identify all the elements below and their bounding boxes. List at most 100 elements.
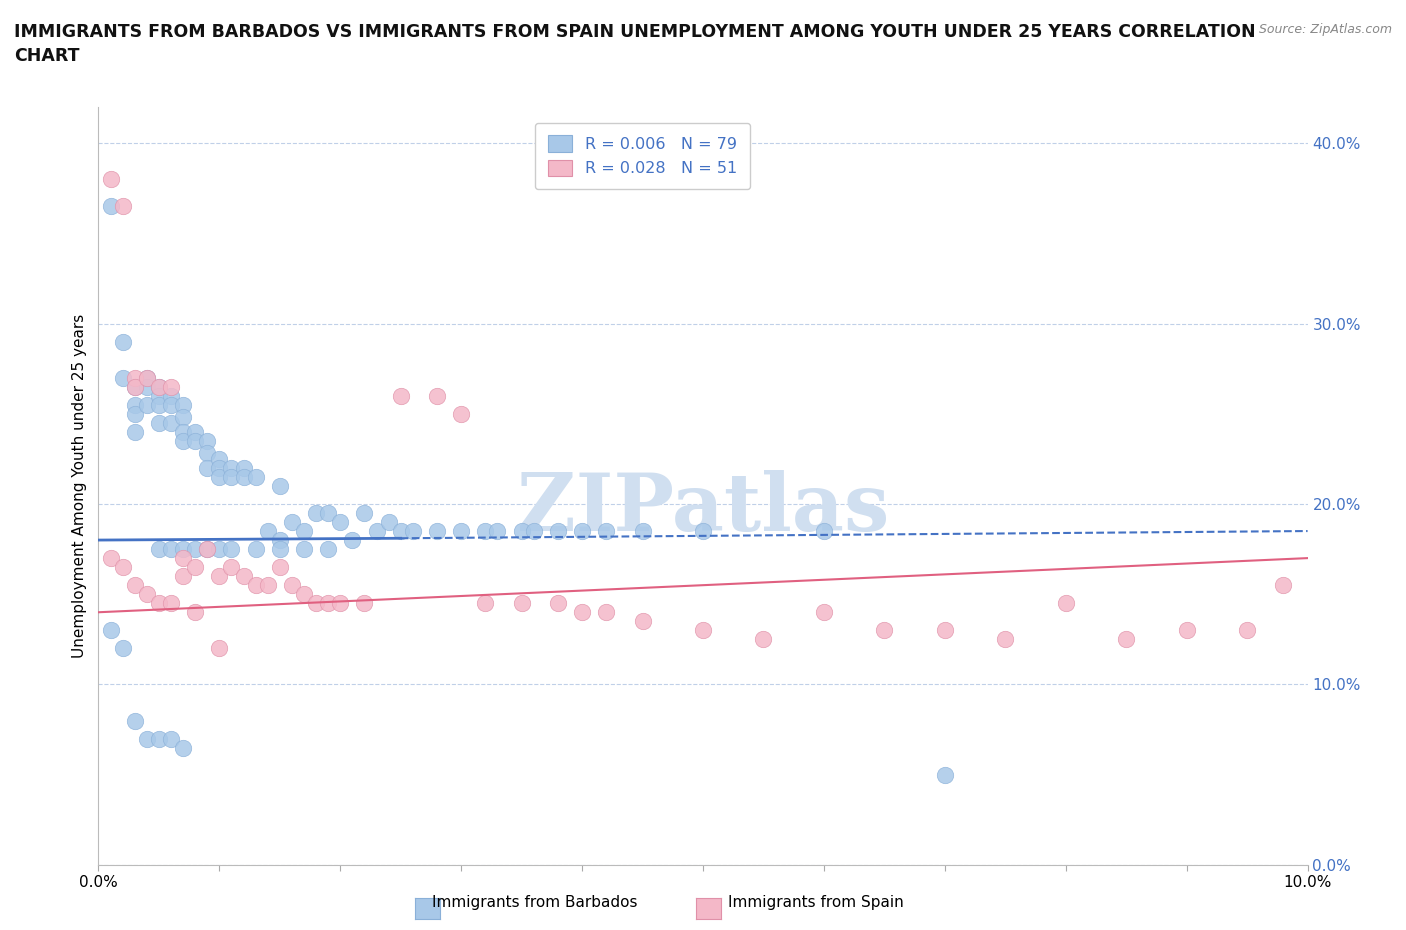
Point (474, 596, 496, 611)
Point (172, 410, 194, 425)
Point (426, 524, 449, 538)
Point (523, 524, 546, 538)
Point (450, 524, 472, 538)
Point (389, 524, 412, 538)
Point (111, 370, 134, 385)
Point (148, 379, 170, 394)
Point (269, 533, 291, 548)
Point (1236, 623, 1258, 638)
Point (269, 541, 291, 556)
Point (100, 199, 122, 214)
Point (245, 578, 267, 592)
Point (631, 614, 654, 629)
Text: Source: ZipAtlas.com: Source: ZipAtlas.com (1258, 23, 1392, 36)
Point (135, 379, 157, 394)
Point (148, 397, 170, 412)
Point (631, 524, 654, 538)
Point (389, 388, 412, 403)
Point (148, 388, 170, 403)
Point (184, 604, 207, 619)
Point (1054, 596, 1077, 611)
Point (1272, 578, 1295, 592)
Point (100, 551, 122, 565)
Point (148, 416, 170, 431)
Point (402, 524, 425, 538)
Point (692, 524, 714, 538)
Point (195, 433, 218, 448)
Point (221, 541, 243, 556)
Point (232, 470, 254, 485)
Point (160, 379, 183, 394)
Y-axis label: Unemployment Among Youth under 25 years: Unemployment Among Youth under 25 years (72, 313, 87, 658)
Point (377, 514, 399, 529)
Point (994, 631, 1017, 646)
Point (135, 370, 157, 385)
Point (208, 641, 231, 656)
Point (232, 569, 254, 584)
Point (135, 370, 157, 385)
Point (124, 578, 146, 592)
Point (342, 533, 364, 548)
Point (571, 524, 593, 538)
Point (208, 541, 231, 556)
Point (160, 596, 183, 611)
Point (934, 767, 956, 782)
Point (124, 406, 146, 421)
Point (510, 524, 533, 538)
Point (124, 397, 146, 412)
Point (160, 731, 183, 746)
Legend: R = 0.006   N = 79, R = 0.028   N = 51: R = 0.006 N = 79, R = 0.028 N = 51 (536, 123, 749, 189)
Point (595, 524, 617, 538)
Point (135, 397, 157, 412)
Point (184, 560, 207, 575)
Point (232, 460, 254, 475)
Point (873, 623, 896, 638)
Point (172, 433, 194, 448)
Point (329, 596, 352, 611)
Point (221, 460, 243, 475)
Point (692, 623, 714, 638)
Point (195, 460, 218, 475)
Text: ZIPatlas: ZIPatlas (517, 470, 889, 548)
Point (111, 334, 134, 349)
Point (160, 388, 183, 403)
Point (208, 470, 231, 485)
Point (281, 578, 304, 592)
Point (353, 506, 375, 521)
Point (292, 541, 315, 556)
Point (172, 740, 194, 755)
Text: IMMIGRANTS FROM BARBADOS VS IMMIGRANTS FROM SPAIN UNEMPLOYMENT AMONG YOUTH UNDER: IMMIGRANTS FROM BARBADOS VS IMMIGRANTS F… (14, 23, 1256, 65)
Point (195, 446, 218, 461)
Point (195, 541, 218, 556)
Point (148, 379, 170, 394)
Point (547, 524, 569, 538)
Point (184, 541, 207, 556)
Point (292, 587, 315, 602)
Point (366, 524, 388, 538)
Point (208, 460, 231, 475)
Point (595, 604, 617, 619)
Point (245, 541, 267, 556)
Point (474, 524, 496, 538)
Point (221, 560, 243, 575)
Point (353, 596, 375, 611)
Point (1175, 623, 1198, 638)
Point (269, 560, 291, 575)
Point (172, 551, 194, 565)
Point (172, 397, 194, 412)
Point (100, 623, 122, 638)
Point (329, 514, 352, 529)
Point (184, 424, 207, 439)
Point (172, 424, 194, 439)
Point (281, 514, 304, 529)
Point (124, 713, 146, 728)
Point (124, 370, 146, 385)
Point (426, 388, 449, 403)
Point (571, 604, 593, 619)
Point (752, 631, 775, 646)
Point (124, 379, 146, 394)
Point (111, 641, 134, 656)
Point (269, 478, 291, 493)
Text: Immigrants from Spain: Immigrants from Spain (728, 895, 903, 910)
Point (111, 199, 134, 214)
